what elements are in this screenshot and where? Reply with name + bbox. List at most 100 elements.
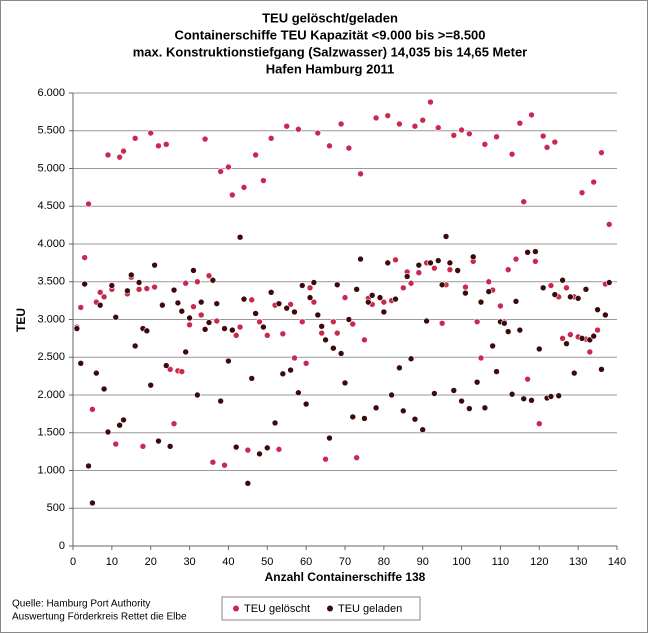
point xyxy=(73,325,81,332)
source: Auswertung Förderkreis Rettet die Elbe xyxy=(12,612,187,623)
point xyxy=(236,233,244,241)
point xyxy=(466,130,473,138)
point xyxy=(143,285,151,292)
point xyxy=(419,426,427,434)
y-tick-label: 6.000 xyxy=(37,87,65,99)
chart-title: max. Konstruktionstiefgang (Salzwasser) … xyxy=(133,44,527,59)
point xyxy=(516,326,524,334)
point xyxy=(376,294,384,301)
point xyxy=(178,368,186,375)
point xyxy=(547,282,555,289)
point xyxy=(182,279,189,287)
point xyxy=(337,120,345,128)
point xyxy=(275,446,283,453)
point xyxy=(182,348,189,356)
point xyxy=(567,331,574,338)
point xyxy=(194,278,201,286)
point xyxy=(139,443,147,450)
point xyxy=(209,458,217,466)
x-tick-label: 60 xyxy=(300,556,312,568)
point xyxy=(263,332,271,339)
point xyxy=(221,325,228,332)
point xyxy=(594,306,601,313)
point xyxy=(244,446,252,454)
point xyxy=(213,300,221,307)
point xyxy=(427,98,434,106)
chart-title: Hafen Hamburg 2011 xyxy=(266,61,395,76)
y-tick-label: 3.000 xyxy=(37,313,65,325)
point xyxy=(162,141,170,148)
point xyxy=(201,326,209,333)
point xyxy=(372,404,380,412)
y-tick-label: 1.500 xyxy=(37,427,65,439)
y-tick-label: 5.500 xyxy=(37,125,65,137)
point xyxy=(489,342,496,350)
point xyxy=(442,233,450,240)
legend-marker xyxy=(233,605,239,612)
point xyxy=(446,259,454,267)
point xyxy=(77,304,85,311)
point xyxy=(217,397,224,405)
point xyxy=(229,191,236,199)
point xyxy=(508,150,516,158)
point xyxy=(96,289,104,296)
point xyxy=(431,264,438,272)
point xyxy=(501,319,508,327)
point xyxy=(190,267,197,274)
point xyxy=(341,379,349,387)
point xyxy=(318,322,325,330)
point xyxy=(380,308,388,316)
point xyxy=(174,299,182,307)
point xyxy=(415,269,423,276)
point xyxy=(333,329,341,337)
point xyxy=(345,144,353,152)
point xyxy=(298,318,306,326)
point xyxy=(349,413,357,421)
x-tick-label: 130 xyxy=(569,556,587,568)
point xyxy=(178,307,186,315)
point xyxy=(240,184,248,191)
point xyxy=(493,368,500,375)
point xyxy=(225,357,232,365)
point xyxy=(415,261,423,269)
x-tick-label: 80 xyxy=(378,556,390,568)
point xyxy=(473,378,481,386)
point xyxy=(260,323,267,331)
point xyxy=(570,369,578,377)
point xyxy=(267,135,275,142)
y-tick-label: 0 xyxy=(59,540,65,552)
point xyxy=(159,301,166,309)
point xyxy=(559,276,566,284)
point xyxy=(341,294,349,301)
point xyxy=(295,389,302,397)
point xyxy=(120,147,127,155)
point xyxy=(586,348,594,356)
point xyxy=(295,125,302,133)
point xyxy=(209,276,217,284)
point xyxy=(539,284,547,292)
point xyxy=(306,294,314,301)
point xyxy=(357,170,364,178)
point xyxy=(326,142,333,150)
point xyxy=(543,144,551,151)
point xyxy=(532,248,539,255)
point xyxy=(407,279,415,287)
point xyxy=(497,302,504,310)
point xyxy=(353,454,360,461)
point xyxy=(170,420,178,427)
point xyxy=(314,129,322,137)
point xyxy=(578,189,586,196)
x-tick-label: 110 xyxy=(492,556,510,568)
point xyxy=(194,391,201,399)
point xyxy=(155,437,162,445)
x-tick-label: 30 xyxy=(183,556,195,568)
point xyxy=(508,390,516,398)
point xyxy=(528,396,535,404)
point xyxy=(504,266,512,273)
point xyxy=(104,428,112,436)
point xyxy=(166,443,174,450)
point xyxy=(151,261,158,269)
point xyxy=(108,282,116,289)
